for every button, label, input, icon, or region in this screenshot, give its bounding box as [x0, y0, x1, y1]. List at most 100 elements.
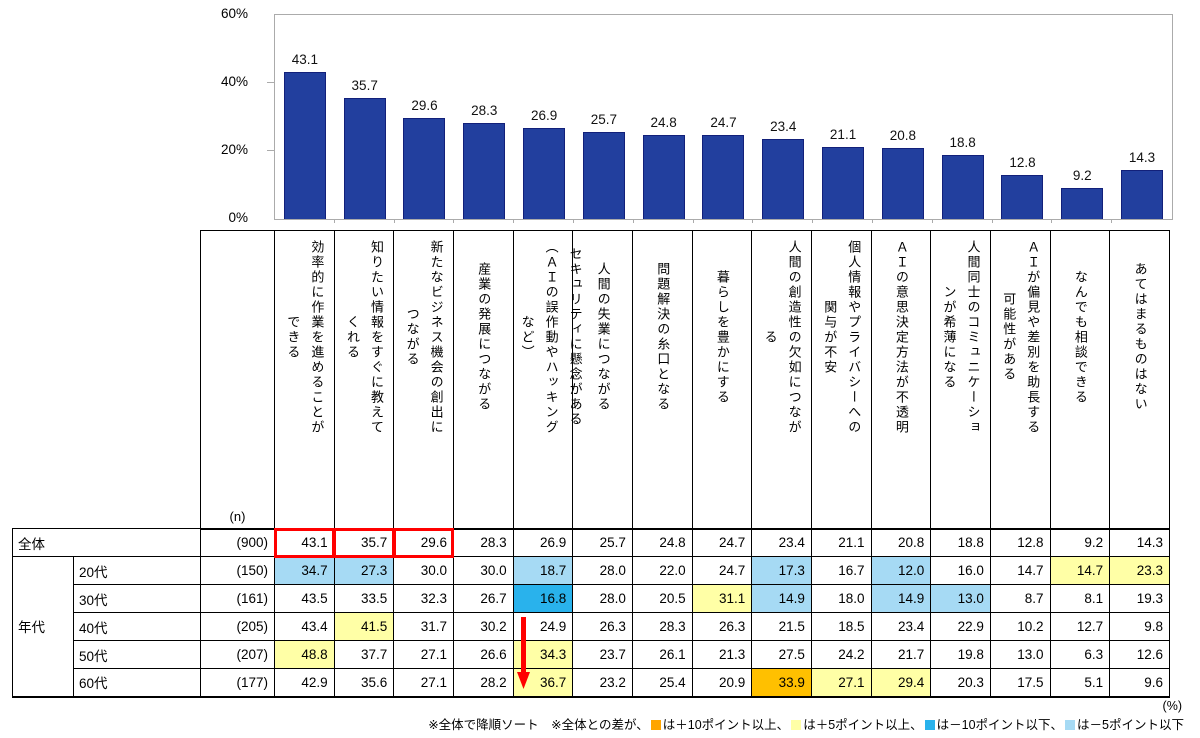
column-header: 人間同士のコミュニケーションが希薄になる: [930, 230, 991, 530]
data-cell: 30.0: [452, 556, 514, 585]
bar-column: 24.8: [634, 15, 694, 219]
bar-column: 14.3: [1112, 15, 1172, 219]
bar-column: 24.7: [694, 15, 754, 219]
data-cell: 18.8: [930, 528, 991, 557]
data-cell: 14.9: [751, 584, 812, 613]
data-cell: 37.7: [333, 640, 395, 669]
bar: [582, 131, 625, 219]
column-header-label: 問題解決の糸口となる: [655, 262, 671, 412]
data-cell: 16.8: [512, 584, 574, 613]
data-cell: 26.3: [691, 612, 753, 641]
bar-column: 25.7: [574, 15, 634, 219]
table-row: 60代 (177) 42.9 35.6 27.1 28.2 36.7 23.2 25.4 20.9…: [13, 668, 1170, 698]
column-header: ＡＩが偏見や差別を助長する可能性がある: [989, 230, 1051, 530]
data-cell: 18.0: [810, 584, 872, 613]
data-cell: 31.7: [393, 612, 454, 641]
row-label: 60代: [73, 668, 201, 698]
x-axis-tick: [991, 219, 993, 223]
table-row: 30代 (161) 43.5 33.5 32.3 26.7 16.8 28.0 20.5 31.1…: [13, 584, 1170, 613]
data-cell: 21.7: [870, 640, 932, 669]
x-axis-tick: [513, 219, 515, 223]
table-row: 40代 (205) 43.4 41.5 31.7 30.2 24.9 26.3 28.3 26.3…: [13, 612, 1170, 641]
x-axis-tick: [333, 219, 335, 223]
bar-column: 43.1: [275, 15, 335, 219]
table-row: 50代 (207) 48.8 37.7 27.1 26.6 34.3 23.7 26.1 21.3…: [13, 640, 1170, 669]
data-cell: 33.9: [751, 668, 812, 698]
data-cell: 6.3: [1049, 640, 1111, 669]
note-text: は－5ポイント以下: [1077, 718, 1184, 732]
bar: [881, 148, 924, 219]
data-cell: 41.5: [333, 612, 395, 641]
data-cell: 29.6: [392, 527, 455, 558]
header-row: (n) 効率的に作業を進めることができる 知りたい情報をすぐに教えてくれる 新たなビジ…: [12, 230, 1170, 530]
data-cell: 22.0: [631, 556, 693, 585]
footnote: ※全体で降順ソート ※全体との差が、 は＋10ポイント以上、 は＋5ポイント以上、は…: [428, 714, 1184, 733]
bar-column: 21.1: [813, 15, 873, 219]
column-header-label: あてはまるものはない: [1132, 262, 1148, 412]
data-cell: 26.3: [572, 612, 633, 641]
column-header: 効率的に作業を進めることができる: [274, 230, 335, 530]
column-header-label: 人間の創造性の欠如につながる: [762, 239, 802, 435]
data-cell: 27.1: [393, 668, 454, 698]
n-value: (177): [200, 668, 275, 698]
data-cell: 17.5: [989, 668, 1051, 698]
data-cell: 30.0: [393, 556, 454, 585]
data-cell: 26.6: [452, 640, 514, 669]
data-cell: 26.7: [452, 584, 514, 613]
data-cell: 12.0: [870, 556, 932, 585]
data-cell: 21.3: [691, 640, 753, 669]
data-cell: 24.7: [691, 528, 753, 557]
data-cell: 25.4: [631, 668, 693, 698]
bar-column: 18.8: [933, 15, 993, 219]
data-cell: 19.3: [1109, 584, 1170, 613]
bar-column: 23.4: [753, 15, 813, 219]
bar-value-label: 14.3: [1128, 150, 1156, 166]
table-header: (n) 効率的に作業を進めることができる 知りたい情報をすぐに教えてくれる 新たなビジ…: [12, 230, 1170, 530]
bar-value-label: 24.8: [650, 114, 677, 130]
column-header-label: 暮らしを豊かにする: [714, 269, 730, 405]
data-cell: 14.3: [1109, 528, 1170, 557]
y-axis-tick: [267, 150, 274, 151]
x-axis-tick: [1111, 219, 1113, 223]
x-axis-tick: [573, 219, 574, 223]
data-cell: 28.3: [631, 612, 693, 641]
note-text: は＋10ポイント以上、: [662, 718, 790, 732]
data-cell: 14.7: [1049, 556, 1111, 585]
column-header: セキュリティに懸念がある（ＡＩの誤作動やハッキングなど）: [512, 230, 583, 530]
table-row: 年代 20代 (150) 34.7 27.3 30.0 30.0 18.7 28.0 22.0 24…: [12, 556, 1170, 698]
data-cell: 30.2: [452, 612, 514, 641]
header-corner-blank: [12, 230, 201, 529]
arrow-shaft: [521, 617, 526, 674]
data-cell: 20.3: [930, 668, 991, 698]
data-cell: 33.5: [333, 584, 395, 613]
arrow-head: [517, 672, 530, 689]
data-cell: 12.7: [1049, 612, 1111, 641]
data-cell: 42.9: [274, 668, 335, 698]
data-cell: 34.7: [274, 556, 335, 585]
data-cell: 35.7: [333, 527, 395, 558]
bar: [463, 122, 506, 219]
row-label: 40代: [73, 612, 201, 641]
unit-label: (%): [1162, 699, 1182, 713]
x-axis-tick: [1051, 219, 1053, 223]
x-axis-tick: [752, 219, 754, 223]
data-cell: 9.6: [1109, 668, 1170, 698]
column-header-label: セキュリティに懸念がある（ＡＩの誤作動やハッキングなど）: [519, 239, 583, 435]
note-swatch-icon: [924, 720, 935, 730]
column-header-label: ＡＩが偏見や差別を助長する可能性がある: [1001, 239, 1041, 435]
data-cell: 20.8: [870, 528, 932, 557]
n-column-header: (n): [200, 230, 275, 530]
data-cell: 21.5: [751, 612, 812, 641]
data-cell: 32.3: [393, 584, 454, 613]
x-axis-tick: [453, 219, 455, 223]
note-text: は＋5ポイント以上、: [803, 718, 923, 732]
data-cell: 26.1: [631, 640, 693, 669]
data-cell: 16.0: [930, 556, 991, 585]
data-cell: 17.3: [751, 556, 812, 585]
column-header: 個人情報やプライバシーへの関与が不安: [810, 230, 872, 530]
bar-value-label: 12.8: [1009, 155, 1036, 171]
bar: [941, 155, 984, 219]
data-cell: 22.9: [930, 612, 991, 641]
row-group-label: 年代: [12, 556, 74, 698]
column-header-label: 新たなビジネス機会の創出につながる: [404, 239, 444, 435]
